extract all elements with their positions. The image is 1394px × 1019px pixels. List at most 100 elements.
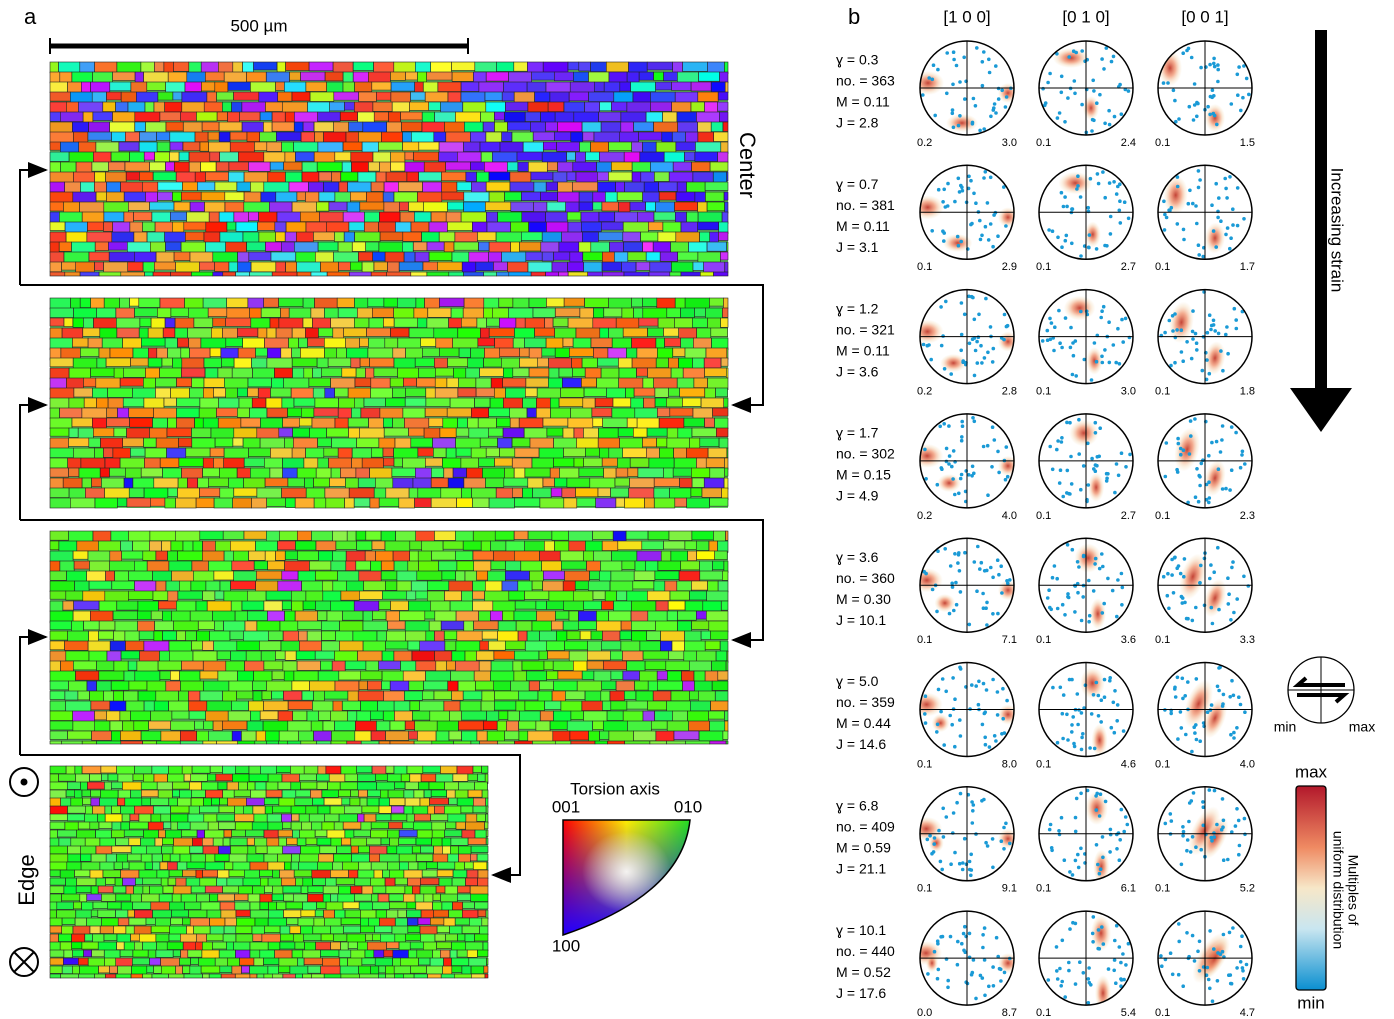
grain xyxy=(647,327,664,337)
grain xyxy=(181,91,208,104)
grain xyxy=(632,427,648,438)
grain xyxy=(231,965,242,975)
grain xyxy=(348,487,375,499)
grain xyxy=(460,317,478,328)
grain xyxy=(425,387,436,400)
grain xyxy=(288,337,299,350)
grain xyxy=(453,241,479,251)
pole-point xyxy=(1121,952,1125,956)
row-stat: M = 0.52 xyxy=(836,964,891,980)
grain xyxy=(186,211,210,224)
grain xyxy=(431,550,456,561)
grain xyxy=(680,271,701,277)
grain xyxy=(334,191,351,204)
grain xyxy=(618,357,633,369)
pole-point xyxy=(1173,685,1177,690)
pole-point xyxy=(966,186,971,191)
grain xyxy=(477,231,497,241)
grain xyxy=(306,630,322,642)
pole-point xyxy=(958,791,963,796)
grain xyxy=(277,540,296,551)
grain xyxy=(122,861,130,870)
pole-point xyxy=(1091,915,1096,919)
grain xyxy=(88,650,108,663)
pole-point xyxy=(1108,678,1112,683)
pole-point xyxy=(1205,330,1210,335)
pole-point xyxy=(1081,553,1086,558)
grain xyxy=(66,861,82,871)
pole-point xyxy=(1116,326,1120,331)
grain xyxy=(385,765,395,774)
grain xyxy=(430,211,447,223)
grain xyxy=(286,917,299,925)
pole-point xyxy=(1226,576,1230,580)
grain xyxy=(173,837,193,847)
grain xyxy=(68,467,80,477)
grain xyxy=(191,437,216,450)
pole-point xyxy=(1004,324,1009,329)
grain xyxy=(650,101,673,112)
grain xyxy=(49,397,70,409)
grain xyxy=(488,497,515,509)
grain xyxy=(94,720,111,732)
grain xyxy=(528,367,550,378)
pole-point xyxy=(1074,796,1079,801)
grain xyxy=(552,317,569,327)
pole-point xyxy=(972,317,977,322)
pole-point xyxy=(947,462,951,466)
grain xyxy=(350,357,361,368)
grain xyxy=(140,837,156,847)
grain xyxy=(605,61,629,73)
grain xyxy=(486,957,489,966)
grain xyxy=(147,327,164,340)
grain xyxy=(82,327,101,337)
grain xyxy=(320,660,333,671)
grain xyxy=(316,781,328,790)
grain xyxy=(416,949,433,959)
grain xyxy=(94,261,104,271)
grain xyxy=(717,670,729,681)
grain xyxy=(78,101,104,114)
grain xyxy=(474,933,489,942)
grain xyxy=(119,710,131,721)
grain xyxy=(383,297,398,308)
grain xyxy=(71,417,93,428)
grain xyxy=(263,973,273,979)
grain xyxy=(83,949,92,958)
pole-point xyxy=(1235,597,1239,601)
grain xyxy=(357,773,377,782)
pole-point xyxy=(1231,926,1235,930)
pole-point xyxy=(1079,747,1084,752)
grain xyxy=(236,690,254,700)
grain xyxy=(703,357,722,369)
pole-point xyxy=(1181,834,1185,838)
grain xyxy=(650,91,676,103)
pole-min: 0.1 xyxy=(917,634,932,646)
grain xyxy=(167,550,178,563)
pole-point xyxy=(931,850,936,854)
grain xyxy=(155,949,174,958)
grain xyxy=(428,620,442,632)
grain xyxy=(75,909,92,919)
grain xyxy=(208,973,222,979)
grain xyxy=(601,251,615,264)
pole-point xyxy=(1182,557,1187,561)
grain xyxy=(334,680,360,692)
grain xyxy=(432,949,441,959)
pole-point xyxy=(1244,962,1249,967)
grain xyxy=(639,640,661,652)
grain xyxy=(478,241,490,252)
pole-point xyxy=(1240,934,1244,938)
grain xyxy=(660,640,673,653)
pole-point xyxy=(1207,500,1211,505)
grain xyxy=(183,221,207,231)
grain xyxy=(466,869,479,879)
grain xyxy=(49,211,60,224)
grain xyxy=(509,171,532,183)
grain xyxy=(510,221,529,234)
grain xyxy=(271,670,285,680)
row-stat: no. = 359 xyxy=(836,694,895,710)
grain xyxy=(143,487,169,500)
pole-point xyxy=(1238,702,1243,707)
grain xyxy=(183,773,192,782)
